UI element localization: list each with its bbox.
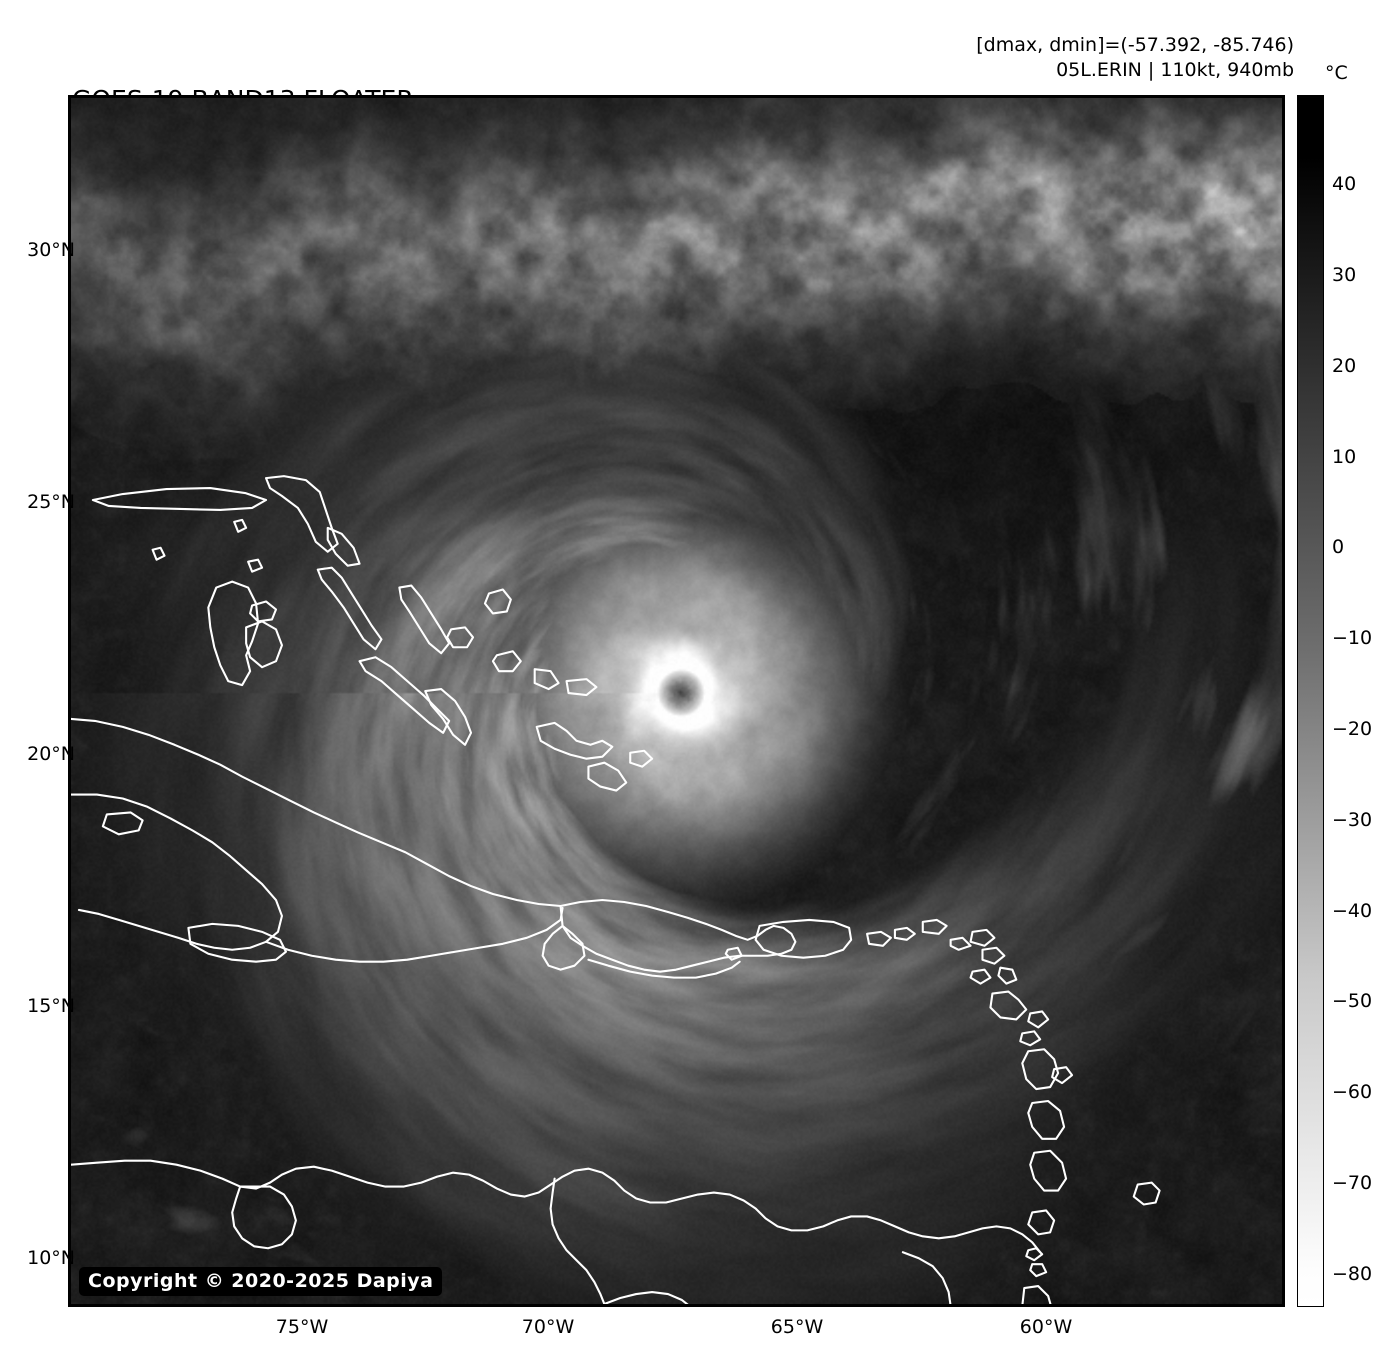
colorbar-unit-label: °C xyxy=(1325,62,1348,84)
cbar-tick-12: −80 xyxy=(1332,1263,1373,1285)
coast-maracaibo xyxy=(231,1185,297,1250)
coast-st-vincent xyxy=(1029,1263,1048,1278)
lat-tick-3: 15°N xyxy=(27,995,75,1017)
coast-caicos xyxy=(535,721,614,760)
satellite-image-plot[interactable]: Copyright © 2020-2025 Dapiya xyxy=(68,95,1285,1307)
coast-cay-3 xyxy=(247,558,264,573)
coast-montserrat xyxy=(1019,1030,1042,1047)
coast-mona xyxy=(724,946,743,961)
lon-tick-3: 60°W xyxy=(1019,1316,1073,1338)
coast-andros xyxy=(207,580,260,687)
coast-acklins xyxy=(533,668,560,691)
coast-st-martin xyxy=(981,946,1006,965)
cbar-tick-7: −30 xyxy=(1332,809,1373,831)
coast-antigua-e xyxy=(1027,1010,1050,1029)
lat-tick-0: 30°N xyxy=(27,239,75,261)
coast-crooked-island xyxy=(491,650,522,673)
cbar-tick-0: 40 xyxy=(1332,173,1357,195)
coastline-overlay xyxy=(71,475,1161,1304)
cbar-tick-6: −20 xyxy=(1332,718,1373,740)
coast-jamaica xyxy=(187,922,287,963)
cbar-tick-5: −10 xyxy=(1332,627,1373,649)
coast-barbados xyxy=(1132,1181,1161,1206)
coast-mayaguana xyxy=(565,678,598,697)
cbar-tick-8: −40 xyxy=(1332,900,1373,922)
satellite-imagery-canvas xyxy=(71,98,1282,1304)
coast-hispaniola xyxy=(559,898,797,973)
coast-st-barts xyxy=(969,968,992,985)
coast-st-vincent-n xyxy=(1025,1247,1044,1262)
coast-long-island xyxy=(358,656,451,734)
lat-tick-4: 10°N xyxy=(27,1247,75,1269)
cbar-tick-2: 20 xyxy=(1332,355,1357,377)
lon-tick-2: 65°W xyxy=(770,1316,824,1338)
temperature-colorbar[interactable] xyxy=(1297,95,1324,1307)
coast-guyana xyxy=(901,1251,952,1304)
lon-tick-0: 75°W xyxy=(275,1316,329,1338)
coast-eleuthera xyxy=(316,566,383,651)
coast-orinoco-delta xyxy=(603,1291,689,1304)
coast-barbuda xyxy=(997,966,1018,985)
coast-haiti-southwest xyxy=(541,924,586,971)
coast-marie-galante xyxy=(1051,1066,1074,1085)
coast-anguilla xyxy=(969,928,996,947)
coast-dominica xyxy=(1027,1099,1066,1140)
lon-tick-1: 70°W xyxy=(521,1316,575,1338)
coast-virgin-islands xyxy=(921,918,948,935)
coast-isla-juventud xyxy=(101,811,144,836)
coast-turks-cay xyxy=(629,749,654,768)
coast-grand-bahama xyxy=(91,487,268,511)
coast-hispaniola-south xyxy=(587,958,741,979)
coast-turks xyxy=(587,761,628,792)
cbar-tick-9: −50 xyxy=(1332,990,1373,1012)
copyright-watermark: Copyright © 2020-2025 Dapiya xyxy=(79,1267,443,1296)
coast-cat-island xyxy=(398,584,451,655)
coast-guadeloupe xyxy=(1021,1048,1060,1091)
coast-cay-2 xyxy=(151,546,166,561)
coast-antigua xyxy=(989,990,1028,1021)
cbar-tick-11: −70 xyxy=(1332,1172,1373,1194)
coast-culebra xyxy=(893,926,916,941)
cbar-tick-4: 0 xyxy=(1332,536,1345,558)
coast-vieques xyxy=(866,930,892,947)
lat-tick-1: 25°N xyxy=(27,491,75,513)
lat-tick-2: 20°N xyxy=(27,743,75,765)
cbar-tick-10: −60 xyxy=(1332,1081,1373,1103)
coast-rum-cay xyxy=(446,626,475,649)
cbar-tick-1: 30 xyxy=(1332,264,1357,286)
coast-st-lucia xyxy=(1027,1209,1056,1236)
coast-puerto-rico xyxy=(754,918,853,959)
coast-cuba-southeast xyxy=(264,906,564,963)
coast-long-island-s xyxy=(424,688,473,746)
coast-new-providence xyxy=(249,600,278,623)
coast-cuba-north xyxy=(71,717,562,908)
metadata-block: [dmax, dmin]=(-57.392, -85.746) 05L.ERIN… xyxy=(976,33,1294,83)
coast-san-salvador xyxy=(483,588,512,615)
data-range-label: [dmax, dmin]=(-57.392, -85.746) xyxy=(976,34,1294,56)
coast-cuba-south xyxy=(71,793,283,951)
coast-grenada xyxy=(1021,1285,1052,1304)
coast-orinoco xyxy=(549,1177,606,1304)
coast-andros-2 xyxy=(245,620,283,669)
coast-abaco-south xyxy=(326,526,361,567)
storm-info-label: 05L.ERIN | 110kt, 940mb xyxy=(1056,59,1294,81)
coast-st-croix xyxy=(949,936,972,951)
coast-south-america-north xyxy=(71,1159,1042,1254)
cbar-tick-3: 10 xyxy=(1332,446,1357,468)
coast-martinique xyxy=(1029,1149,1068,1192)
coast-cay-1 xyxy=(233,518,248,533)
